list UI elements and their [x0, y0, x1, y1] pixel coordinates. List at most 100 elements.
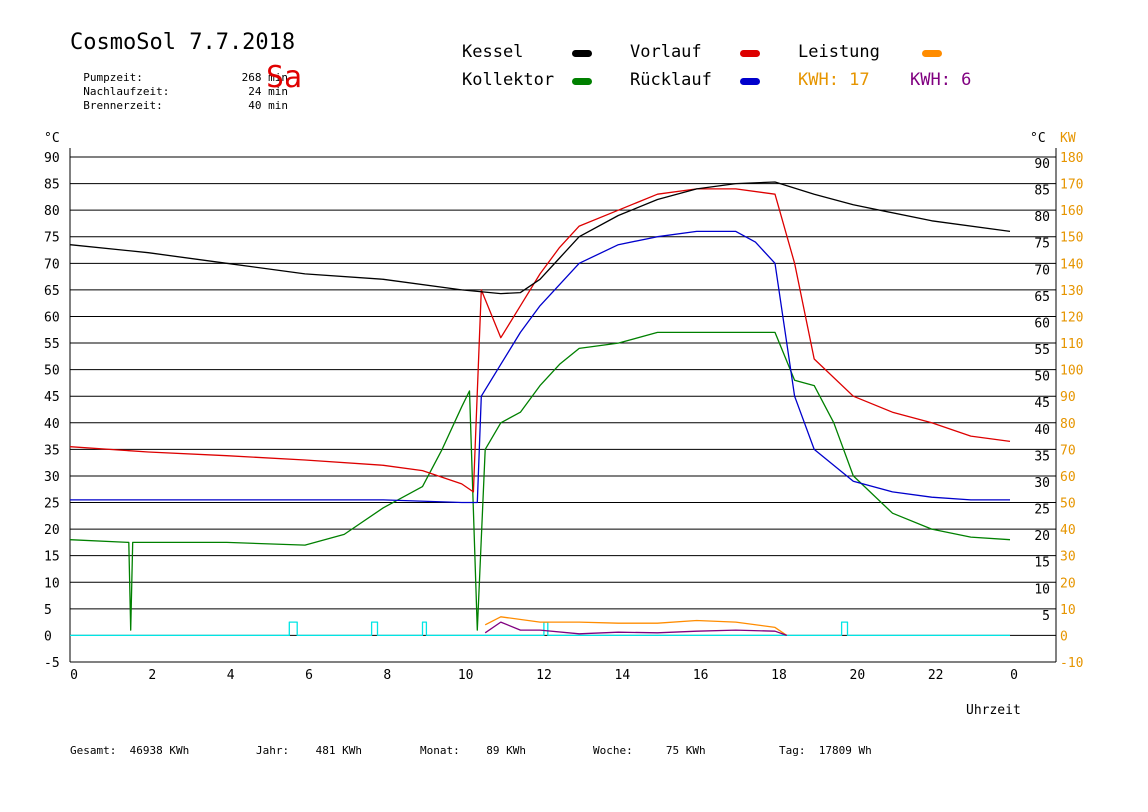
y-tick-label: 50: [44, 364, 60, 379]
y-right-tick-label: 25: [1034, 503, 1050, 518]
y-tick-label: 30: [44, 470, 60, 485]
legend-ruecklauf-swatch: [740, 78, 760, 85]
kw-tick-label: 50: [1060, 497, 1076, 512]
footer-value: 481 KWh: [315, 744, 362, 757]
y-right-tick-label: 35: [1034, 449, 1050, 464]
stat-label: Brennerzeit:: [83, 99, 163, 112]
y-axis-unit-left: °C: [44, 131, 60, 146]
stat-value: 24 min: [248, 85, 288, 98]
y-tick-label: 85: [44, 178, 60, 193]
kw-tick-label: 70: [1060, 443, 1076, 458]
footer-value: 17809 Wh: [818, 744, 872, 757]
pump-status-line: [70, 621, 1010, 637]
y-tick-label: 10: [44, 576, 60, 591]
kw-tick-label: 150: [1060, 231, 1083, 246]
y-tick-label: 90: [44, 151, 60, 166]
vorlauf-line: [69, 188, 1011, 493]
kw-tick-label: 30: [1060, 550, 1076, 565]
x-tick-label: 12: [536, 668, 552, 683]
kw-tick-label: 60: [1060, 470, 1076, 485]
kw-axis-unit: KW: [1060, 131, 1076, 146]
legend-kwh-orange: KWH: 17: [798, 70, 870, 90]
kw-tick-label: 180: [1060, 151, 1083, 166]
stat-row: Brennerzeit: 40 min: [70, 86, 288, 112]
y-tick-label: 15: [44, 550, 60, 565]
x-tick-label: 22: [928, 668, 944, 683]
y-tick-label: 75: [44, 231, 60, 246]
legend-kwh-purple: KWH: 6: [910, 70, 972, 90]
y-tick-label: 0: [44, 629, 52, 644]
x-tick-label: 8: [383, 668, 391, 683]
y-right-tick-label: 85: [1034, 184, 1050, 199]
y-tick-label: 25: [44, 497, 60, 512]
footer-week: Woche: 75 KWh: [593, 744, 706, 757]
x-tick-label: 10: [458, 668, 474, 683]
legend-vorlauf: Vorlauf: [630, 42, 702, 62]
y-right-tick-label: 10: [1034, 582, 1050, 597]
kw-tick-label: 100: [1060, 364, 1083, 379]
kw-tick-label: 160: [1060, 204, 1083, 219]
kw-tick-label: 0: [1060, 629, 1068, 644]
leistung-line: [484, 616, 788, 636]
legend-ruecklauf: Rücklauf: [630, 70, 712, 90]
kw-tick-label: 140: [1060, 257, 1083, 272]
footer-label: Gesamt:: [70, 744, 117, 757]
y-tick-label: 45: [44, 390, 60, 405]
kw-tick-label: 80: [1060, 417, 1076, 432]
legend-leistung: Leistung: [798, 42, 880, 62]
y-right-tick-label: 15: [1034, 556, 1050, 571]
y-right-tick-label: 30: [1034, 476, 1050, 491]
kw-tick-label: 110: [1060, 337, 1083, 352]
footer-year: Jahr: 481 KWh: [256, 744, 362, 757]
y-tick-label: -5: [44, 656, 60, 671]
chart-title: CosmoSol 7.7.2018: [70, 30, 296, 55]
footer-total: Gesamt: 46938 KWh: [70, 744, 189, 757]
weekday-label: Sa: [266, 60, 303, 95]
x-tick-label: 2: [148, 668, 156, 683]
y-right-tick-label: 75: [1034, 237, 1050, 252]
legend-vorlauf-swatch: [740, 50, 760, 57]
footer-value: 46938 KWh: [129, 744, 190, 757]
y-tick-label: 55: [44, 337, 60, 352]
footer-label: Tag:: [779, 744, 806, 757]
kwh-purple-line: [484, 621, 788, 637]
y-tick-label: 65: [44, 284, 60, 299]
legend-kessel-swatch: [572, 50, 592, 57]
footer-value: 75 KWh: [665, 744, 706, 757]
y-right-tick-label: 5: [1042, 609, 1050, 624]
x-tick-label: 0: [1010, 668, 1018, 683]
footer-label: Woche:: [593, 744, 633, 757]
y-right-tick-label: 20: [1034, 529, 1050, 544]
y-right-tick-label: 60: [1034, 316, 1050, 331]
y-right-tick-label: 90: [1034, 157, 1050, 172]
x-tick-label: 18: [771, 668, 787, 683]
y-tick-label: 70: [44, 257, 60, 272]
legend-kessel: Kessel: [462, 42, 524, 62]
x-tick-label: 4: [227, 668, 235, 683]
y-tick-label: 20: [44, 523, 60, 538]
legend-kollektor: Kollektor: [462, 70, 555, 90]
y-tick-label: 5: [44, 603, 52, 618]
stat-row: Pumpzeit: 268 min: [70, 58, 288, 84]
kw-tick-label: -10: [1060, 656, 1083, 671]
footer-day: Tag: 17809 Wh: [779, 744, 872, 757]
y-tick-label: 60: [44, 310, 60, 325]
kw-tick-label: 20: [1060, 576, 1076, 591]
legend-kollektor-swatch: [572, 78, 592, 85]
legend-leistung-swatch: [922, 50, 942, 57]
y-right-tick-label: 50: [1034, 370, 1050, 385]
kw-tick-label: 40: [1060, 523, 1076, 538]
kw-tick-label: 120: [1060, 310, 1083, 325]
y-right-tick-label: 45: [1034, 396, 1050, 411]
y-right-tick-label: 40: [1034, 423, 1050, 438]
stat-label: Pumpzeit:: [83, 71, 143, 84]
x-tick-label: 20: [850, 668, 866, 683]
footer-label: Monat:: [420, 744, 460, 757]
x-tick-label: 14: [615, 668, 631, 683]
y-tick-label: 35: [44, 443, 60, 458]
stat-value: 268 min: [241, 71, 288, 84]
footer-value: 89 KWh: [486, 744, 526, 757]
footer-month: Monat: 89 KWh: [420, 744, 526, 757]
kw-tick-label: 170: [1060, 178, 1083, 193]
